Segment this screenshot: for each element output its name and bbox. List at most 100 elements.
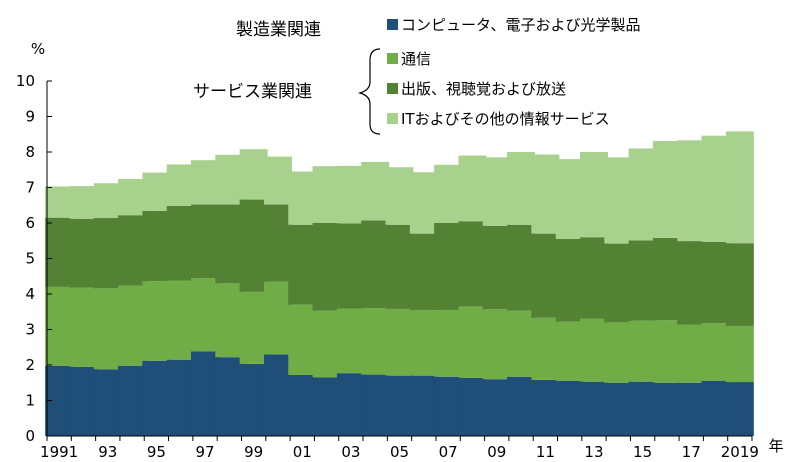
bar-2017-series-4 [677, 140, 706, 242]
bar-1999-series-3 [239, 199, 268, 292]
bar-2006-series-4 [409, 172, 438, 234]
bar-1998-series-4 [215, 154, 244, 205]
bar-2008-series-1 [458, 377, 487, 436]
x-tick-label: 05 [390, 443, 409, 461]
bar-2019-series-3 [725, 243, 754, 326]
bar-1993-series-3 [93, 218, 122, 289]
bar-2016-series-4 [652, 140, 681, 238]
bar-2006-series-2 [409, 309, 438, 376]
bar-2008-series-2 [458, 306, 487, 378]
bar-2019-series-1 [725, 382, 754, 436]
x-tick-label: 97 [195, 443, 214, 461]
bar-2000-series-3 [263, 204, 292, 282]
x-tick-label: 2019 [721, 443, 759, 461]
bar-2015-series-1 [628, 381, 657, 436]
bar-2016-series-3 [652, 237, 681, 321]
bar-2017-series-1 [677, 382, 706, 436]
bar-1995-series-1 [142, 360, 171, 436]
legend-group-manufacturing: 製造業関連 [236, 20, 321, 40]
legend-label-series-1: コンピュータ、電子および光学製品 [401, 16, 641, 34]
x-tick-label: 1991 [40, 443, 78, 461]
bar-2004-series-2 [361, 308, 390, 375]
bar-2012-series-3 [555, 238, 584, 322]
bar-2014-series-4 [604, 157, 633, 244]
x-tick-label: 15 [633, 443, 652, 461]
bar-2011-series-1 [531, 379, 560, 436]
bar-2005-series-3 [385, 224, 414, 309]
bar-2016-series-1 [652, 382, 681, 436]
bar-1997-series-1 [191, 351, 220, 436]
bar-2002-series-3 [312, 223, 341, 311]
bar-2002-series-4 [312, 166, 341, 223]
bar-2001-series-4 [288, 171, 317, 225]
bar-2012-series-1 [555, 380, 584, 436]
bar-1998-series-3 [215, 204, 244, 284]
bar-1992-series-3 [69, 218, 98, 288]
bar-1992-series-1 [69, 366, 98, 436]
bar-2011-series-4 [531, 154, 560, 234]
legend-swatch-series-2 [387, 53, 398, 64]
y-tick-label: 1 [25, 392, 35, 410]
bar-2001-series-3 [288, 224, 317, 305]
bar-1994-series-2 [118, 285, 147, 366]
y-tick-label: 9 [25, 108, 35, 126]
bar-2000-series-4 [263, 156, 292, 205]
bar-2006-series-1 [409, 375, 438, 436]
y-tick-label: 7 [25, 179, 35, 197]
bar-2013-series-2 [579, 318, 608, 382]
bar-2018-series-4 [701, 135, 730, 242]
x-tick-label: 07 [439, 443, 458, 461]
bar-2017-series-2 [677, 324, 706, 383]
bar-2001-series-2 [288, 304, 317, 375]
bar-2003-series-1 [336, 373, 365, 436]
bar-1994-series-3 [118, 215, 147, 286]
x-tick-label: 09 [487, 443, 506, 461]
bar-1991-series-3 [45, 217, 74, 287]
x-axis-unit-label: 年 [768, 437, 783, 455]
bar-1996-series-4 [166, 164, 195, 206]
bar-2007-series-2 [434, 309, 463, 377]
y-tick-label: 3 [25, 321, 35, 339]
bar-2006-series-3 [409, 233, 438, 310]
bar-1997-series-2 [191, 278, 220, 352]
bar-2011-series-2 [531, 317, 560, 380]
bar-2018-series-3 [701, 241, 730, 324]
bar-1992-series-2 [69, 287, 98, 367]
bar-2013-series-4 [579, 152, 608, 238]
x-tick-label: 11 [536, 443, 555, 461]
y-tick-label: 4 [25, 285, 35, 303]
bar-2000-series-2 [263, 281, 292, 355]
legend-label-series-3: 出版、視聴覚および放送 [401, 80, 566, 98]
y-tick-label: 6 [25, 214, 35, 232]
bar-1999-series-1 [239, 363, 268, 436]
bar-1996-series-1 [166, 359, 195, 436]
bar-1993-series-1 [93, 369, 122, 436]
bar-1999-series-4 [239, 149, 268, 200]
bar-2013-series-1 [579, 381, 608, 436]
legend-swatch-series-4 [387, 113, 398, 124]
y-tick-label: 5 [25, 250, 35, 268]
x-tick-label: 03 [341, 443, 360, 461]
legend-group-services: サービス業関連 [193, 82, 312, 102]
bar-2004-series-3 [361, 220, 390, 309]
bar-2007-series-1 [434, 376, 463, 436]
bar-2019-series-2 [725, 325, 754, 383]
bar-2009-series-3 [482, 225, 511, 310]
bar-2014-series-3 [604, 243, 633, 323]
x-tick-label: 17 [682, 443, 701, 461]
bar-2012-series-2 [555, 321, 584, 381]
bar-1998-series-2 [215, 283, 244, 358]
bar-2009-series-2 [482, 309, 511, 380]
bar-2003-series-3 [336, 223, 365, 309]
bar-1998-series-1 [215, 357, 244, 436]
bar-2005-series-2 [385, 308, 414, 376]
bar-2005-series-1 [385, 375, 414, 436]
bar-1993-series-2 [93, 288, 122, 370]
bar-1996-series-3 [166, 205, 195, 281]
bar-2013-series-3 [579, 237, 608, 319]
legend-swatch-series-1 [387, 19, 398, 30]
